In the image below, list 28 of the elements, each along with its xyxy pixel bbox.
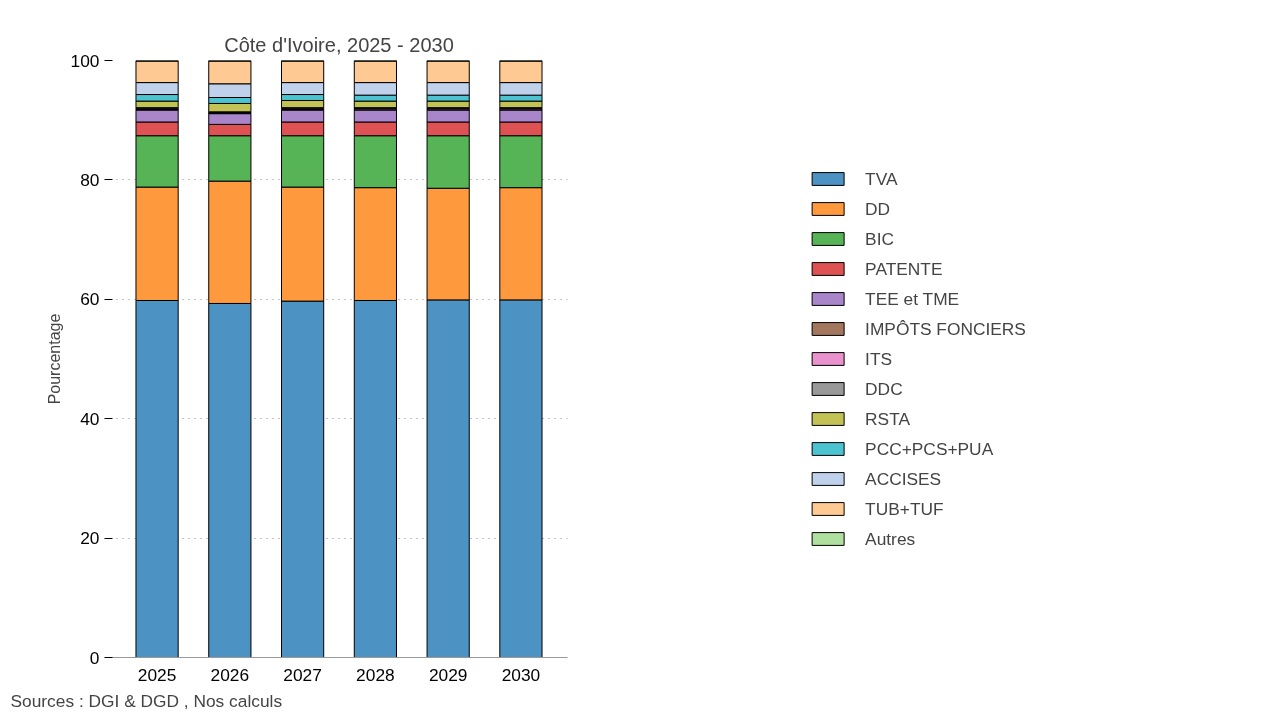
x-tick-label: 2030 xyxy=(501,664,541,685)
legend-label: BIC xyxy=(865,228,894,249)
legend-label: TUB+TUF xyxy=(865,498,944,519)
x-tick-label: 2028 xyxy=(356,664,395,685)
legend-label: DD xyxy=(865,198,891,219)
y-tick-label: 40 xyxy=(80,408,100,429)
legend-label: DDC xyxy=(865,378,903,399)
legend-label: TVA xyxy=(865,168,898,189)
legend-label: TEE et TME xyxy=(865,288,960,309)
x-tick-label: 2025 xyxy=(137,664,177,685)
y-tick-label: 60 xyxy=(80,289,100,310)
chart-title: Côte d'Ivoire, 2025 - 2030 xyxy=(224,33,454,56)
legend-label: IMPÔTS FONCIERS xyxy=(865,318,1026,339)
y-tick-label: 100 xyxy=(70,50,100,71)
legend-label: PATENTE xyxy=(865,258,943,279)
source-note: Sources : DGI & DGD , Nos calculs xyxy=(10,690,283,711)
y-tick-label: 80 xyxy=(80,169,100,190)
legend-label: PCC+PCS+PUA xyxy=(865,438,994,459)
legend-label: ACCISES xyxy=(865,468,942,489)
x-tick-label: 2029 xyxy=(428,664,468,685)
legend-label: ITS xyxy=(865,348,893,369)
legend-label: RSTA xyxy=(865,408,911,429)
legend-label: Autres xyxy=(865,528,916,549)
y-tick-label: 20 xyxy=(80,528,100,549)
x-tick-label: 2026 xyxy=(210,664,250,685)
y-tick-label: 0 xyxy=(89,647,100,668)
y-axis-title: Pourcentage xyxy=(45,313,63,405)
x-tick-label: 2027 xyxy=(283,664,322,685)
